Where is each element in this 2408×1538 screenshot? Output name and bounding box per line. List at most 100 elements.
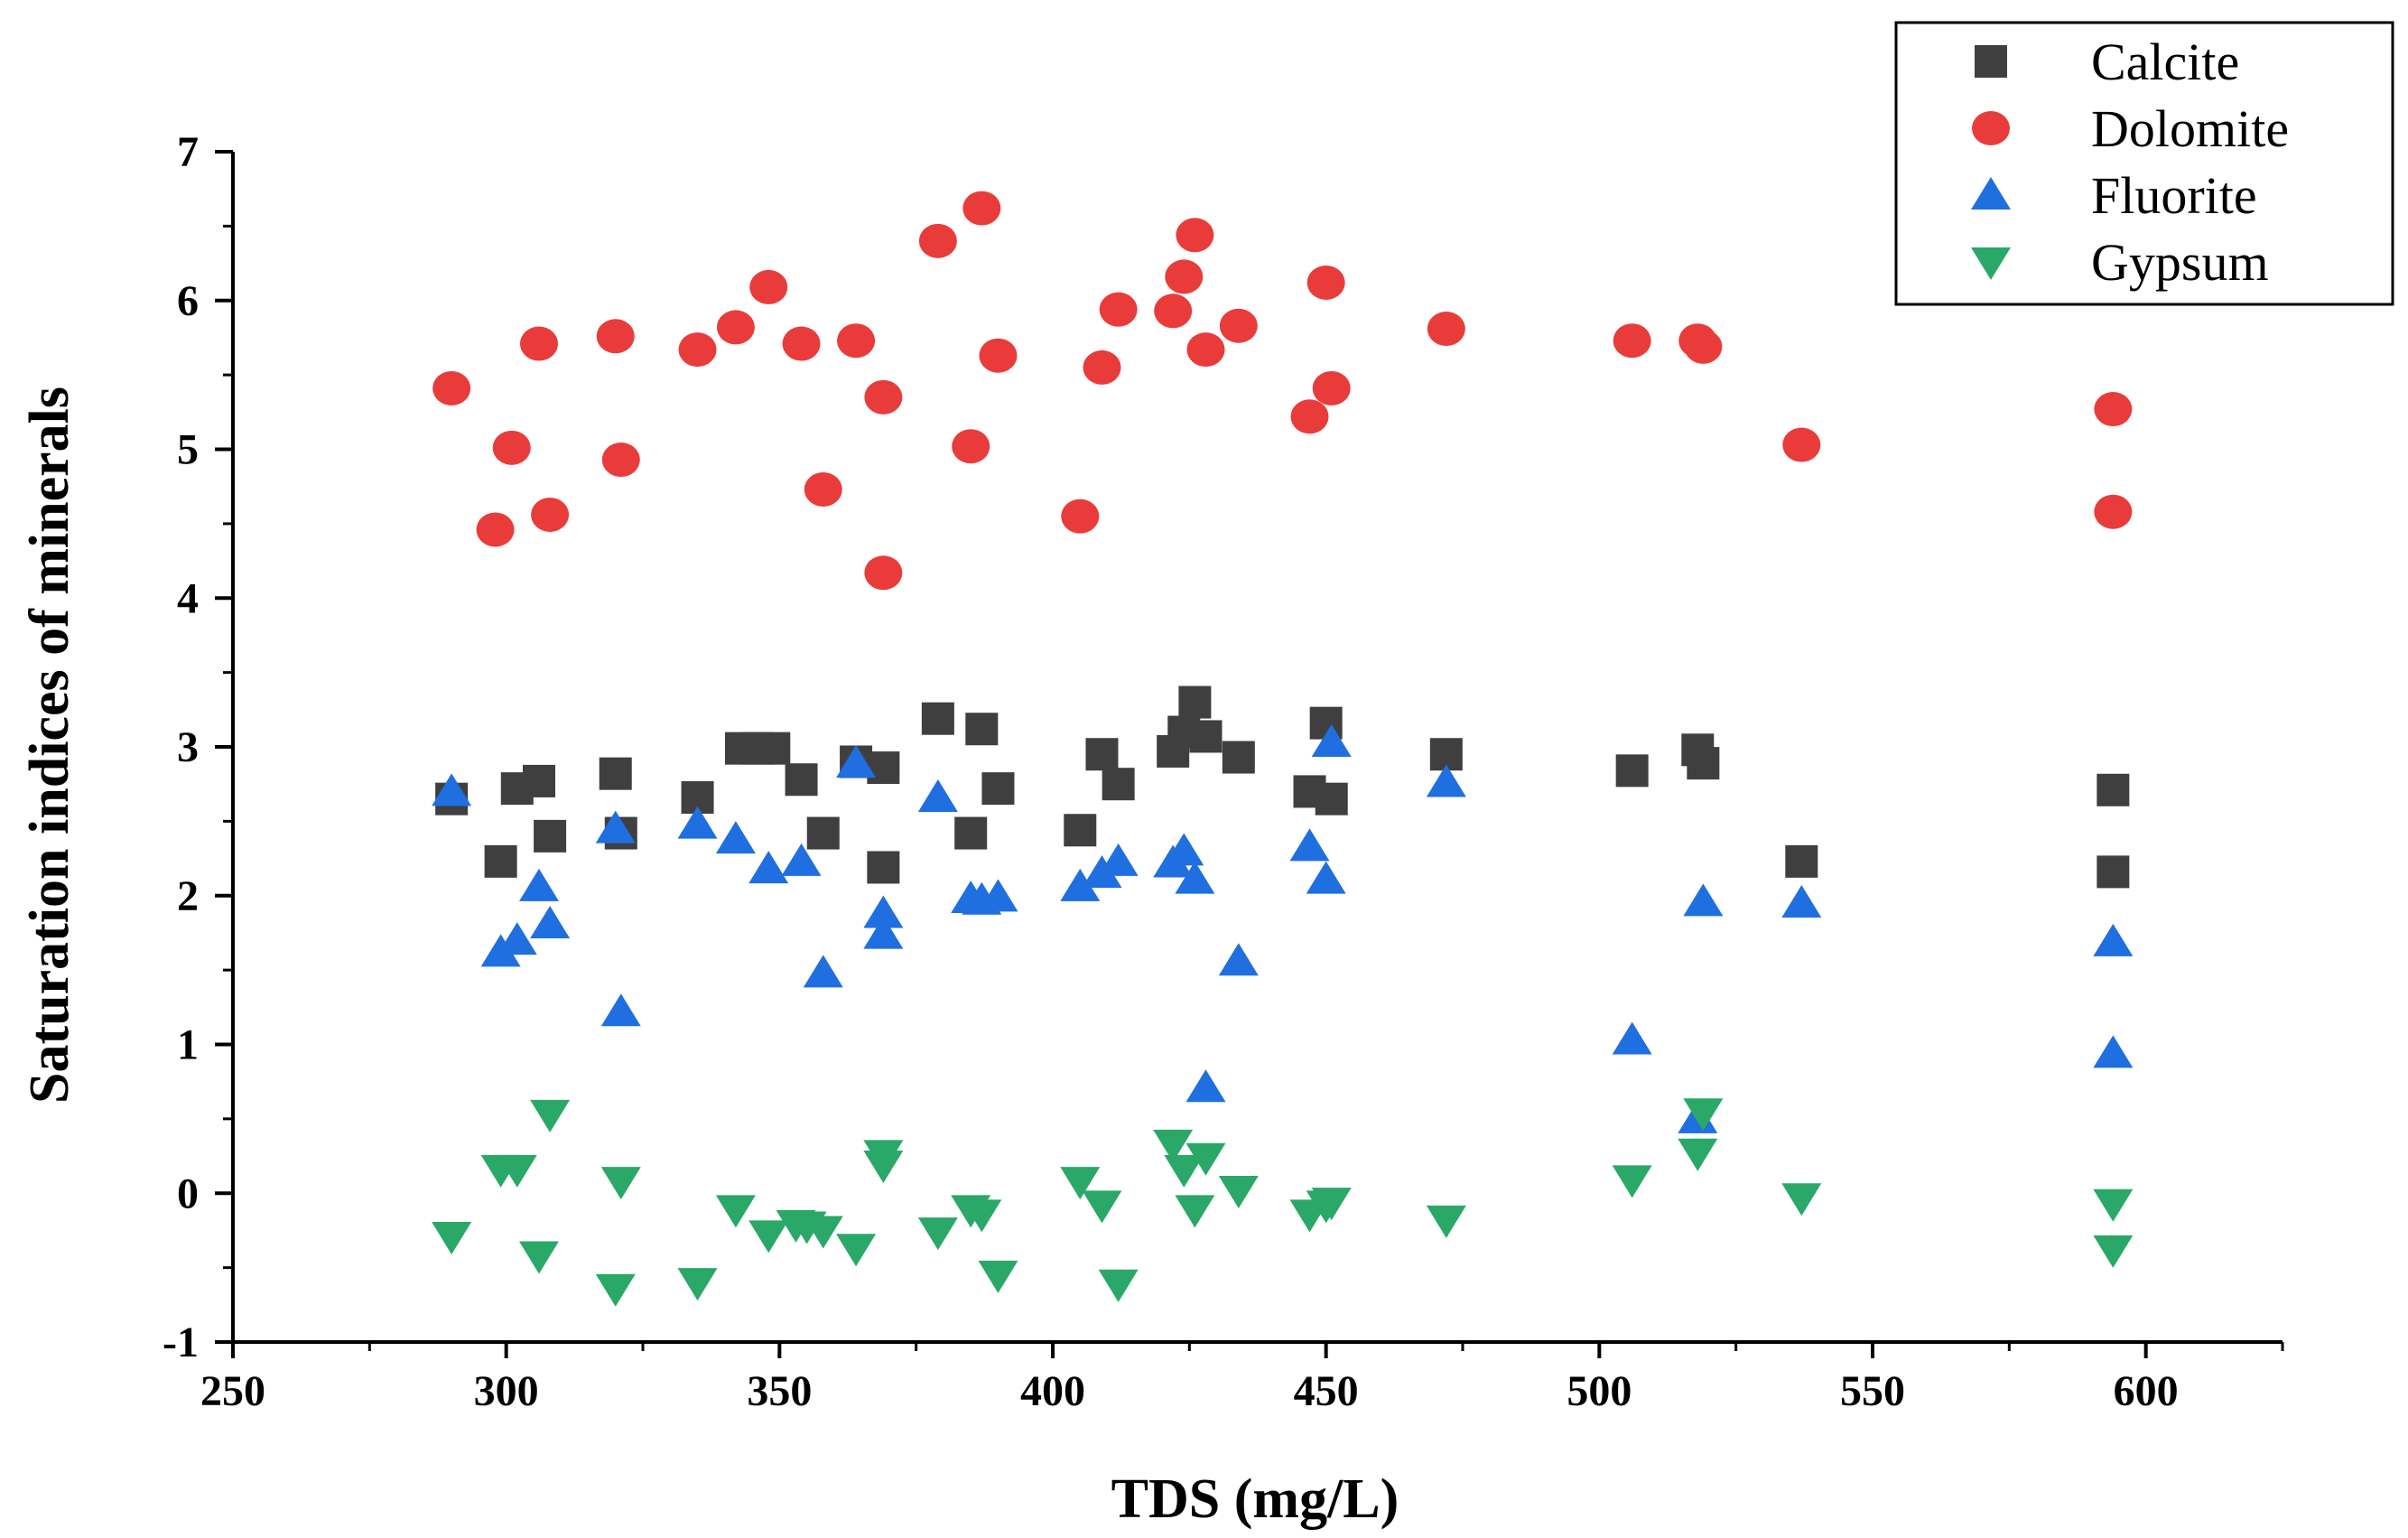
calcite-point [954,816,988,850]
fluorite-point [518,868,559,901]
series-calcite [435,685,2130,889]
y-tick-label: 3 [177,723,199,771]
fluorite-point [497,922,537,955]
dolomite-point [1154,294,1193,329]
gypsum-point [748,1220,789,1254]
gypsum-point [1060,1167,1101,1200]
fluorite-point [1185,1069,1226,1103]
series-fluorite [432,724,2134,1133]
fluorite-point [836,745,877,778]
fluorite-point [803,955,843,988]
x-tick-label: 300 [474,1367,539,1415]
gypsum-point [1612,1165,1652,1198]
y-tick-label: 7 [177,128,199,176]
gypsum-point [595,1273,636,1307]
y-tick-label: 2 [177,872,199,920]
gypsum-point [803,1216,843,1249]
x-tick-label: 550 [1840,1367,1905,1415]
dolomite-point [531,497,570,532]
gypsum-point [1218,1175,1259,1208]
gypsum-point [715,1195,756,1228]
gypsum-point [836,1234,877,1267]
y-tick-label: 1 [177,1021,199,1069]
gypsum-point [530,1099,571,1133]
calcite-point [1315,782,1348,816]
fluorite-point [530,906,571,939]
fluorite-point [1311,724,1352,758]
dolomite-point [979,338,1018,373]
fluorite-point [432,773,472,806]
dolomite-point [1186,332,1225,368]
calcite-point [2097,773,2130,806]
legend-label-gypsum: Gypsum [2091,233,2269,292]
fluorite-point [1683,883,1724,917]
x-axis-title: TDS (mg/L) [1111,1468,1399,1530]
fluorite-point [715,821,756,854]
gypsum-point [1426,1205,1466,1238]
calcite-point [867,751,900,785]
dolomite-point [1176,218,1214,253]
fluorite-point [2093,1035,2134,1068]
fluorite-point [1098,843,1139,876]
fluorite-point [863,895,904,928]
dolomite-point [1613,323,1651,359]
y-axis-title: Saturation indices of minerals [19,387,80,1104]
dolomite-point [1306,265,1345,300]
dolomite-point [716,310,755,345]
dolomite-point [1083,350,1121,385]
calcite-point [599,757,632,790]
calcite-point [522,764,555,797]
dolomite-point [1165,259,1204,294]
dolomite-point [1427,312,1465,347]
y-axis-ticks: -1 0 1 2 3 4 5 6 7 [163,128,233,1366]
fluorite-point [1164,833,1204,866]
gypsum-point [978,1260,1018,1293]
x-tick-label: 600 [2114,1367,2179,1415]
legend-marker-dolomite [1972,111,2010,145]
gypsum-point [1082,1190,1122,1224]
dolomite-point [492,430,531,465]
x-tick-label: 400 [1020,1367,1085,1415]
calcite-point [867,851,900,884]
gypsum-point [1175,1195,1215,1228]
calcite-point [1222,741,1255,774]
calcite-point [1189,720,1223,753]
gypsum-point [1678,1138,1718,1171]
fluorite-point [748,851,789,884]
fluorite-point [1218,943,1259,976]
gypsum-point [497,1154,537,1188]
fluorite-point [978,879,1018,912]
fluorite-point [1289,828,1330,862]
dolomite-point [782,326,821,361]
gypsum-point [1164,1154,1204,1188]
calcite-point [534,819,567,853]
calcite-point [981,772,1015,806]
gypsum-point [962,1199,1002,1233]
x-tick-label: 350 [747,1367,812,1415]
fluorite-point [1426,764,1466,797]
calcite-point [1178,685,1212,719]
calcite-point [484,844,517,878]
y-tick-label: -1 [163,1319,199,1366]
fluorite-point [917,779,958,813]
calcite-point [1615,754,1649,788]
dolomite-point [1290,399,1329,434]
calcite-point [785,763,818,797]
y-tick-label: 5 [177,426,199,474]
gypsum-point [1098,1269,1139,1302]
legend-label-fluorite: Fluorite [2091,166,2257,225]
series-dolomite [432,191,2133,591]
x-tick-label: 500 [1567,1367,1632,1415]
gypsum-point [1185,1142,1226,1176]
dolomite-point [1684,329,1723,364]
dolomite-point [601,443,640,478]
calcite-point [965,713,999,746]
dolomite-point [596,319,635,354]
x-axis-ticks: 250 300 350 400 450 500 550 600 [200,1342,2284,1415]
gypsum-point [2093,1235,2134,1268]
legend-marker-gypsum [1971,247,2011,280]
y-tick-label: 4 [177,574,199,622]
dolomite-point [1312,370,1351,405]
gypsum-point [2093,1188,2134,1222]
